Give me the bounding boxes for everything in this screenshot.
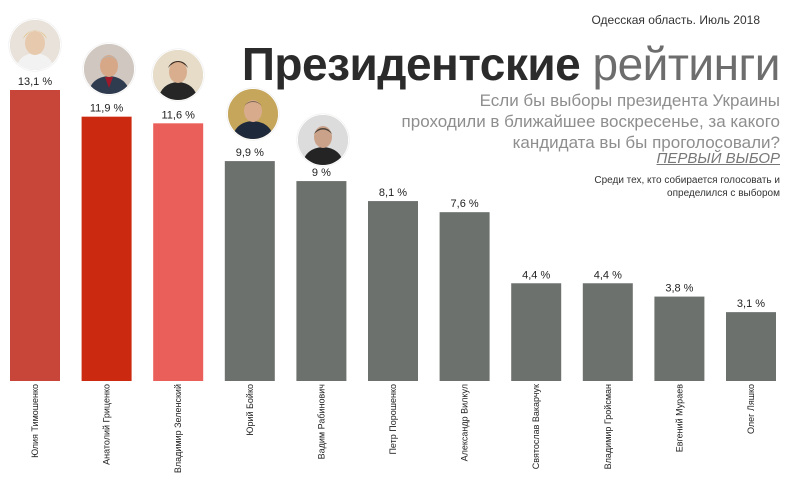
bar-8-category-label: Святослав Вакарчук	[531, 384, 541, 469]
bar-4-category-label: Юрий Бойко	[245, 384, 255, 436]
title-light: рейтинги	[592, 38, 780, 90]
bar-7-category-label: Александр Вилкул	[460, 384, 470, 461]
survey-question: Если бы выборы президента Украины проход…	[401, 91, 780, 152]
bar-4	[224, 161, 275, 381]
bar-9-category-label: Владимир Гройсман	[603, 384, 613, 469]
bar-10-value-label: 3,8 %	[665, 283, 693, 295]
bar-4-value-label: 9,9 %	[236, 147, 264, 159]
bar-5-value-label: 9 %	[312, 167, 331, 179]
bar-8	[511, 283, 562, 381]
bar-6-category-label: Петр Порошенко	[388, 384, 398, 455]
avatar-portrait-4	[227, 88, 279, 140]
avatar-portrait-5	[297, 114, 349, 166]
bar-5-category-label: Вадим Рабинович	[316, 384, 326, 460]
bar-10	[654, 296, 705, 381]
bar-1-value-label: 13,1 %	[18, 76, 52, 88]
bar-5	[296, 181, 347, 381]
first-choice-label: ПЕРВЫЙ ВЫБОР	[656, 150, 780, 167]
region-date-label: Одесская область. Июль 2018	[591, 13, 760, 27]
bar-11-category-label: Олег Ляшко	[746, 384, 756, 434]
bar-2-value-label: 11,9 %	[90, 103, 124, 115]
bar-2	[81, 116, 132, 381]
bar-11	[726, 312, 776, 381]
bar-7	[439, 212, 490, 381]
bar-3	[153, 123, 204, 381]
bar-11-value-label: 3,1 %	[737, 298, 765, 310]
bar-6-value-label: 8,1 %	[379, 187, 407, 199]
sample-note: Среди тех, кто собирается голосовать и о…	[594, 175, 780, 199]
bar-1-category-label: Юлия Тимошенко	[30, 384, 40, 458]
bar-9-value-label: 4,4 %	[594, 269, 622, 281]
avatar-portrait-1	[9, 19, 61, 71]
avatar-portrait-2	[83, 43, 135, 95]
bar-3-value-label: 11,6 %	[161, 109, 195, 121]
bar-2-category-label: Анатолий Гриценко	[102, 384, 112, 465]
title-bold: Президентские	[241, 38, 581, 90]
page-title: Президентские рейтинги	[241, 38, 781, 90]
bar-7-value-label: 7,6 %	[451, 198, 479, 210]
bar-6	[368, 201, 418, 381]
bar-9	[582, 283, 633, 381]
bar-3-category-label: Владимир Зеленский	[173, 384, 183, 473]
avatar-portrait-3	[152, 49, 204, 101]
bar-1	[10, 90, 60, 381]
bar-8-value-label: 4,4 %	[522, 269, 550, 281]
bar-10-category-label: Евгений Мураев	[674, 384, 684, 452]
